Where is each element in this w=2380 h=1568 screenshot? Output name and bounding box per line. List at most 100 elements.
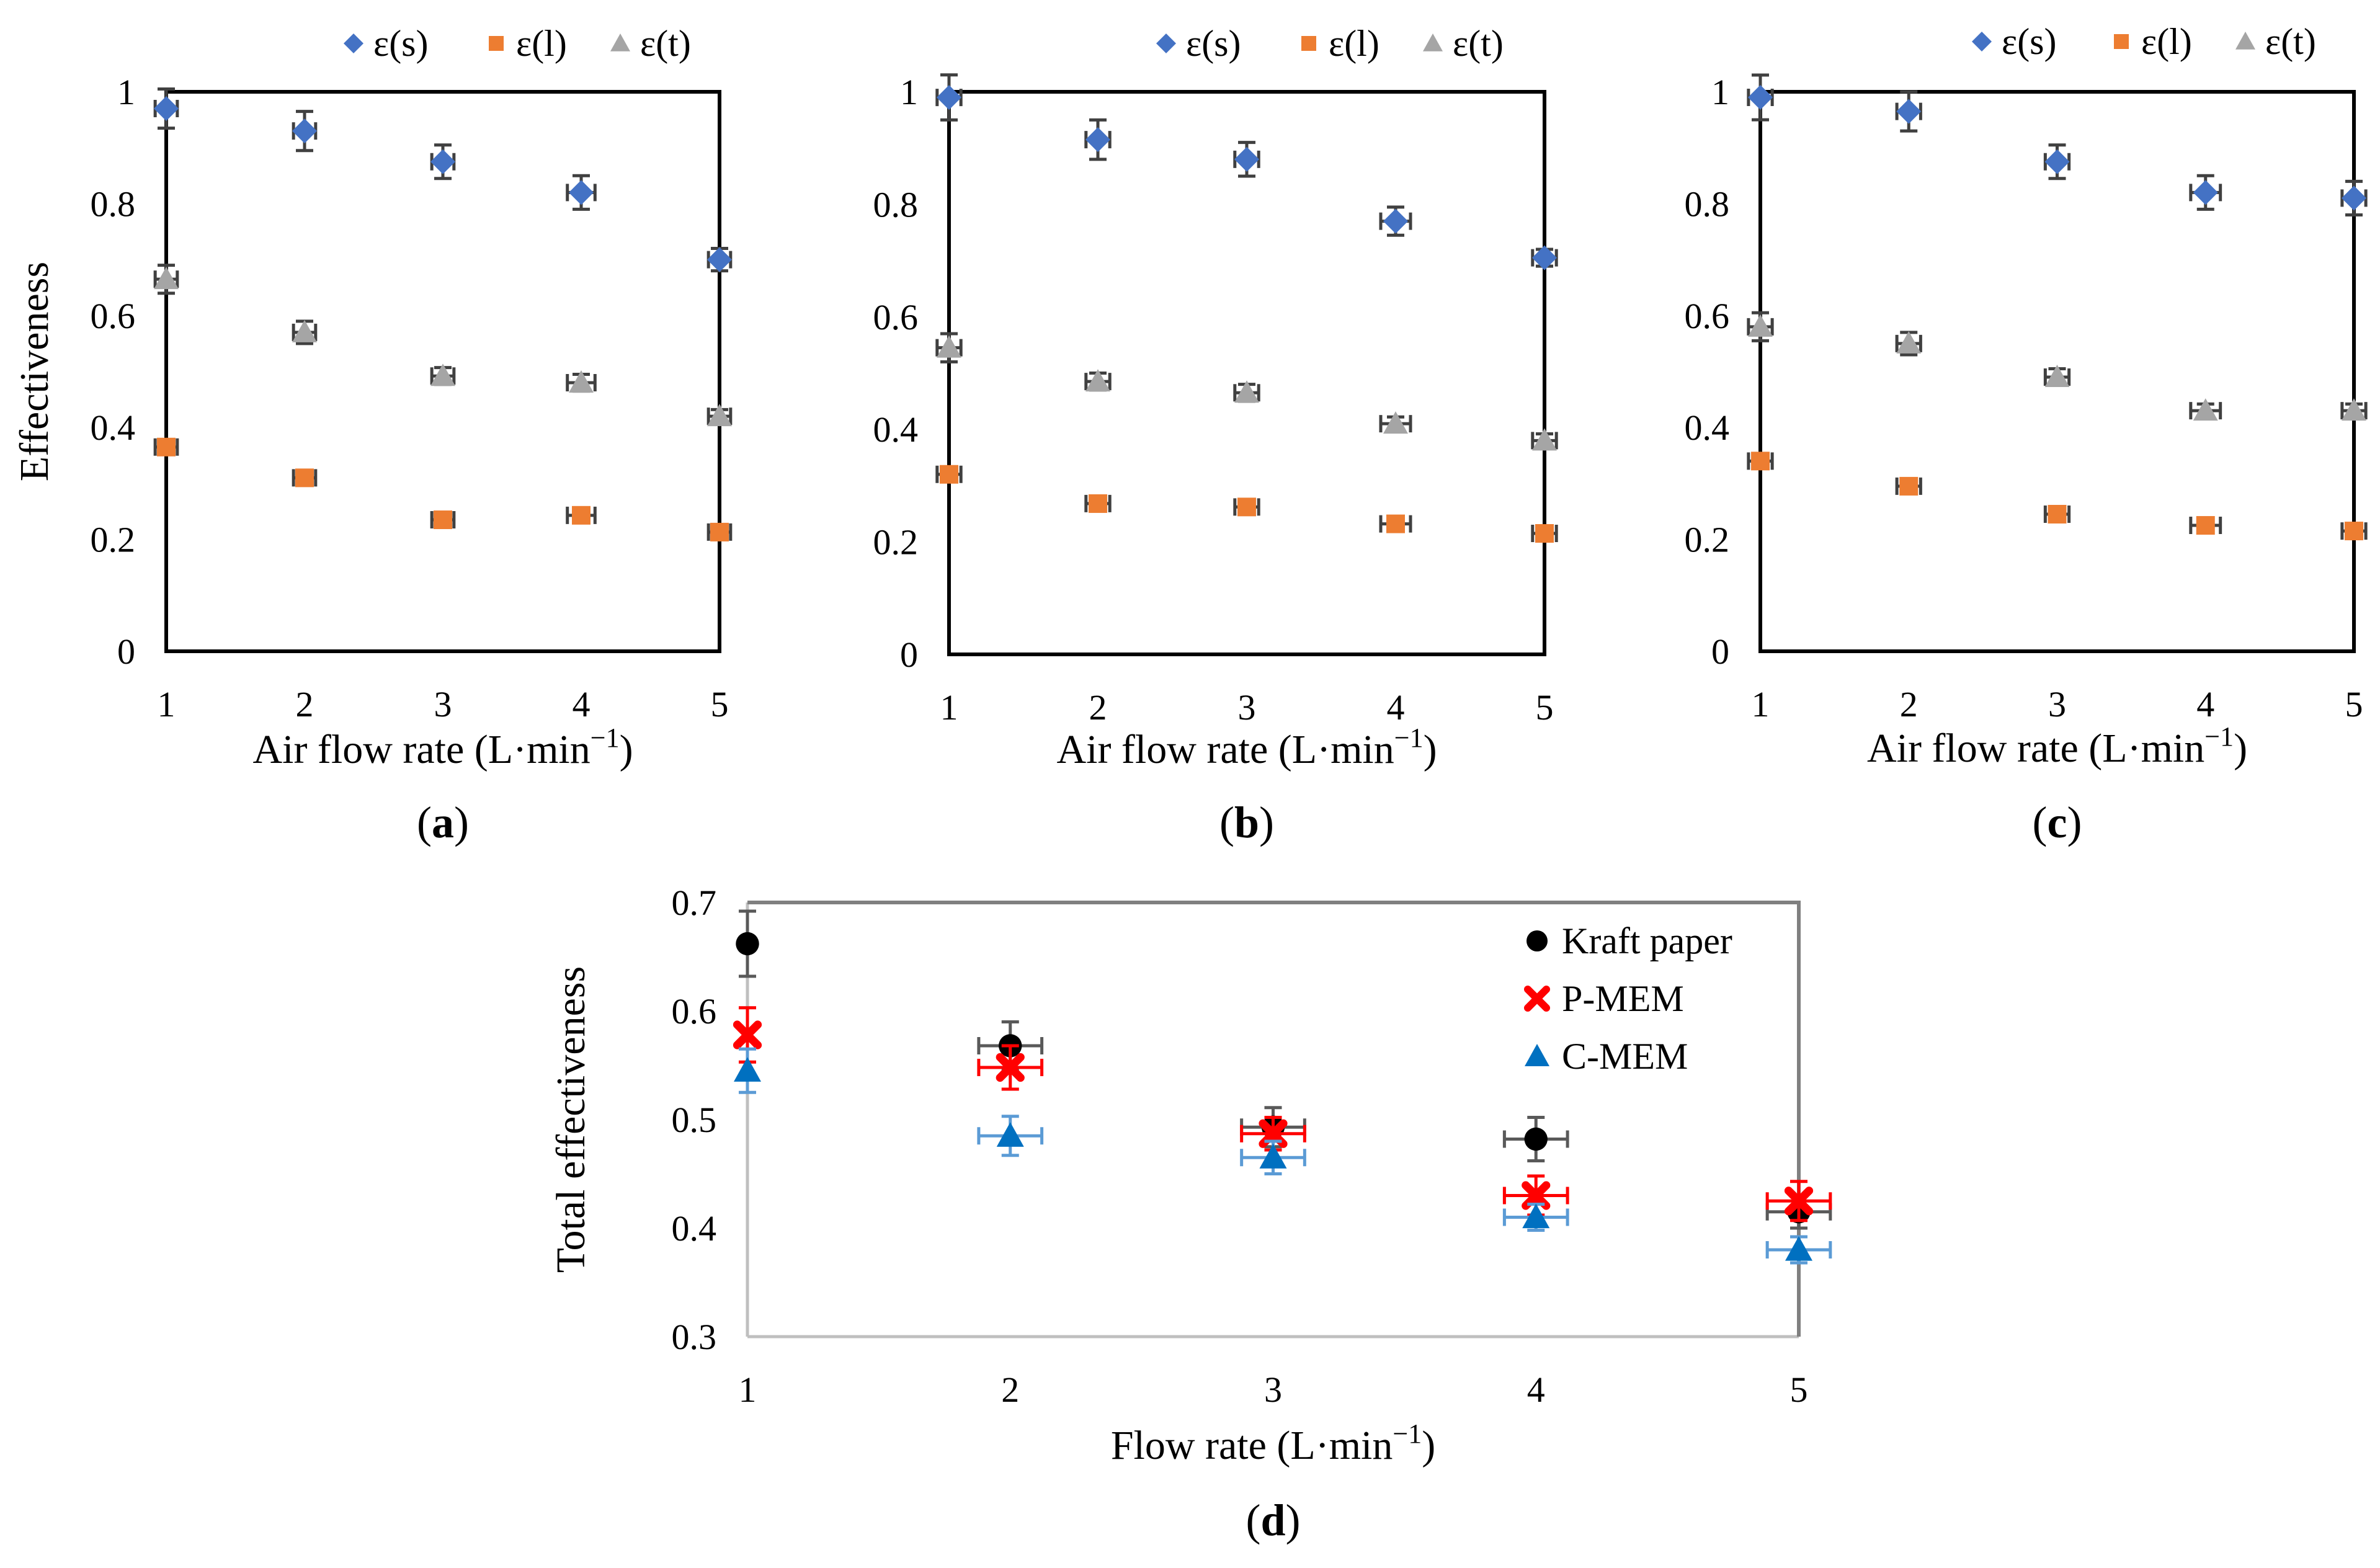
data-point xyxy=(1532,428,1557,451)
data-point xyxy=(1089,494,1107,513)
legend-marker xyxy=(1156,33,1176,53)
data-point xyxy=(2196,516,2215,535)
y-tick-label: 0.6 xyxy=(672,991,717,1031)
data-point xyxy=(1386,514,1405,533)
x-tick-label: 5 xyxy=(2345,684,2363,724)
legend-marker xyxy=(1525,1044,1549,1066)
data-point xyxy=(569,180,594,205)
x-axis-label: Air flow rate (L·min−1) xyxy=(1056,723,1437,772)
y-tick-label: 0.4 xyxy=(1685,408,1730,448)
data-point xyxy=(1383,411,1408,434)
data-point xyxy=(154,267,179,290)
y-tick-label: 0.2 xyxy=(1685,520,1730,560)
data-point xyxy=(292,319,317,342)
panel-label: (b) xyxy=(1219,798,1274,847)
series-ε(l) xyxy=(153,437,733,541)
data-point xyxy=(2193,180,2218,205)
data-point xyxy=(1085,369,1110,392)
data-point xyxy=(710,522,729,541)
data-point xyxy=(1259,1144,1287,1169)
data-point xyxy=(1751,452,1770,471)
series-ε(l) xyxy=(935,465,1558,543)
x-axis-label: Air flow rate (L·min−1) xyxy=(1867,721,2247,771)
data-point xyxy=(1896,99,1922,124)
y-tick-label: 0.2 xyxy=(91,520,136,560)
x-tick-label: 4 xyxy=(573,684,591,724)
chart-b: 0 0.2 0.4 0.6 0.8 1 1 2 3 4 5 Air flow rate (L·min−… xyxy=(873,23,1558,847)
y-tick-label: 0.4 xyxy=(672,1208,717,1249)
plot-frame xyxy=(947,90,1546,656)
legend-marker xyxy=(1524,986,1550,1012)
data-point xyxy=(996,1053,1025,1082)
legend-marker xyxy=(2114,34,2129,49)
data-point xyxy=(707,247,732,272)
legend-marker xyxy=(1972,32,1992,51)
x-tick-label: 2 xyxy=(1001,1370,1019,1410)
x-tick-label: 4 xyxy=(2196,684,2214,724)
x-tick-label: 2 xyxy=(1900,684,1918,724)
chart-c: 0 0.2 0.4 0.6 0.8 1 1 2 3 4 5 Air flow rate (L·min−… xyxy=(1685,21,2368,847)
y-tick-label: 0.7 xyxy=(672,883,717,923)
data-point xyxy=(733,1020,762,1049)
y-tick-label: 1 xyxy=(117,72,135,112)
data-point xyxy=(1234,380,1259,403)
data-point xyxy=(1522,1181,1551,1210)
y-tick-label: 1 xyxy=(900,72,918,112)
data-point xyxy=(940,465,958,484)
legend-label: ε(s) xyxy=(1186,23,1241,64)
data-point xyxy=(2048,505,2067,524)
series-ε(t) xyxy=(935,332,1558,451)
y-tick-label: 0.3 xyxy=(672,1317,717,1357)
y-tick-label: 0.2 xyxy=(873,522,919,563)
legend-marker xyxy=(2235,32,2255,50)
series-ε(s) xyxy=(1747,73,2368,216)
y-tick-label: 0.4 xyxy=(873,409,919,450)
data-point xyxy=(2342,398,2366,421)
data-point xyxy=(569,370,594,393)
x-tick-label: 3 xyxy=(1264,1370,1282,1410)
y-tick-label: 0 xyxy=(1711,631,1729,672)
y-tick-label: 0.5 xyxy=(672,1100,717,1140)
series-ε(s) xyxy=(153,87,733,273)
data-point xyxy=(1785,1236,1812,1261)
y-tick-label: 0.6 xyxy=(91,296,136,336)
x-tick-label: 3 xyxy=(1238,687,1256,728)
legend-marker xyxy=(344,33,363,53)
data-point xyxy=(2044,365,2070,388)
legend-label: ε(s) xyxy=(2002,21,2057,62)
x-tick-label: 1 xyxy=(1752,684,1770,724)
legend-label: C-MEM xyxy=(1562,1036,1688,1077)
data-point xyxy=(1234,146,1259,172)
data-point xyxy=(996,1122,1024,1147)
data-point xyxy=(2193,398,2218,421)
data-point xyxy=(157,437,176,457)
data-point xyxy=(1896,331,1922,354)
y-tick-label: 0 xyxy=(117,631,135,672)
data-point xyxy=(1899,476,1919,496)
legend-marker xyxy=(1423,33,1443,51)
x-tick-label: 2 xyxy=(296,684,314,724)
x-tick-label: 5 xyxy=(1536,687,1554,728)
y-tick-label: 1 xyxy=(1711,72,1729,112)
y-axis-label: Total effectiveness xyxy=(548,966,594,1273)
plot-frame xyxy=(1758,90,2356,653)
data-point xyxy=(292,118,317,144)
legend-marker xyxy=(1301,36,1316,51)
legend-label: ε(l) xyxy=(2141,21,2192,62)
data-point xyxy=(1784,1187,1814,1216)
legend-label: ε(l) xyxy=(1329,23,1379,64)
data-point xyxy=(2345,522,2363,541)
legend-label: ε(t) xyxy=(640,23,691,64)
y-tick-label: 0.8 xyxy=(91,184,136,224)
series-ε(t) xyxy=(1747,311,2368,421)
panel-label: (d) xyxy=(1246,1495,1300,1545)
data-point xyxy=(707,404,732,427)
legend-label: Kraft paper xyxy=(1562,920,1732,961)
data-point xyxy=(736,932,759,956)
chart-d: 0.3 0.4 0.5 0.6 0.7 1 2 3 4 5 Flow rate (L·min−1) T… xyxy=(548,883,1832,1545)
y-tick-label: 0.4 xyxy=(91,408,136,448)
data-point xyxy=(572,506,591,525)
legend-marker xyxy=(610,33,630,51)
x-tick-label: 5 xyxy=(711,684,729,724)
